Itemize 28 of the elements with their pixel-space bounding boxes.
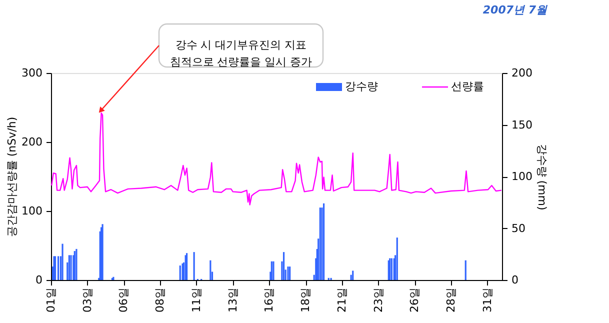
x-tick-label: 08일 [154, 288, 167, 312]
y-tick-label: 300 [22, 66, 42, 80]
x-tick-label: 31일 [480, 288, 494, 312]
legend-label: 강수량 [345, 80, 378, 93]
y2-tick-label: 50 [512, 222, 526, 235]
legend-label: 선량률 [451, 80, 484, 93]
x-tick-label: 13일 [226, 288, 240, 312]
y2-axis-title: 강수량 (mm) [535, 144, 548, 210]
x-tick-label: 26일 [408, 288, 422, 312]
x-tick-label: 01일 [44, 288, 58, 312]
x-tick-label: 11일 [190, 288, 203, 312]
annotation: 강수 시 대기부유진의 지표 침적으로 선량률을 일시 증가 [170, 38, 312, 68]
y2-tick-label: 200 [512, 66, 532, 80]
y2-tick-label: 0 [512, 274, 518, 286]
y-tick-label: 100 [22, 204, 42, 218]
y-axis-title: 공간감마선량률 (nSv/h) [6, 116, 19, 238]
y-tick-label: 0 [36, 274, 42, 286]
x-tick-label: 16일 [262, 288, 276, 312]
y2-tick-label: 100 [512, 170, 532, 183]
x-tick-label: 28일 [444, 288, 458, 312]
x-tick-label: 21일 [335, 288, 348, 312]
x-tick-label: 06일 [117, 288, 130, 312]
x-tick-label: 03일 [80, 288, 94, 312]
chart-title: 2007년 7월 [482, 3, 548, 16]
y-tick-label: 200 [22, 136, 42, 148]
x-tick-label: 23일 [372, 288, 385, 312]
x-tick-label: 18일 [299, 288, 312, 312]
y2-tick-label: 150 [512, 118, 532, 132]
